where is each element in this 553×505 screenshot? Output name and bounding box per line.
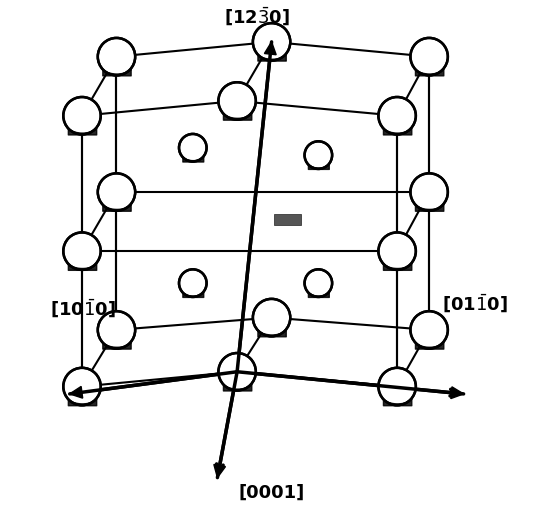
Circle shape: [63, 98, 101, 135]
Circle shape: [305, 142, 332, 170]
Circle shape: [410, 39, 448, 76]
Text: [12$\bar{3}$0]: [12$\bar{3}$0]: [224, 6, 290, 28]
Circle shape: [410, 174, 448, 211]
Circle shape: [218, 83, 256, 120]
Circle shape: [253, 24, 290, 62]
Circle shape: [378, 368, 416, 406]
Circle shape: [305, 270, 332, 297]
Bar: [274, 215, 301, 226]
Circle shape: [98, 39, 135, 76]
Circle shape: [218, 354, 256, 391]
Circle shape: [63, 368, 101, 406]
Circle shape: [179, 135, 207, 162]
Text: [0001]: [0001]: [238, 483, 305, 500]
Circle shape: [378, 98, 416, 135]
Circle shape: [410, 312, 448, 349]
Polygon shape: [70, 387, 83, 398]
Circle shape: [98, 312, 135, 349]
Polygon shape: [451, 387, 463, 399]
Circle shape: [63, 233, 101, 270]
Text: [10$\bar{1}$0]: [10$\bar{1}$0]: [50, 297, 116, 319]
Polygon shape: [214, 465, 226, 478]
Circle shape: [98, 174, 135, 211]
Text: [01$\bar{1}$0]: [01$\bar{1}$0]: [442, 292, 508, 314]
Circle shape: [179, 270, 207, 297]
Circle shape: [253, 299, 290, 337]
Polygon shape: [264, 43, 276, 56]
Circle shape: [378, 233, 416, 270]
